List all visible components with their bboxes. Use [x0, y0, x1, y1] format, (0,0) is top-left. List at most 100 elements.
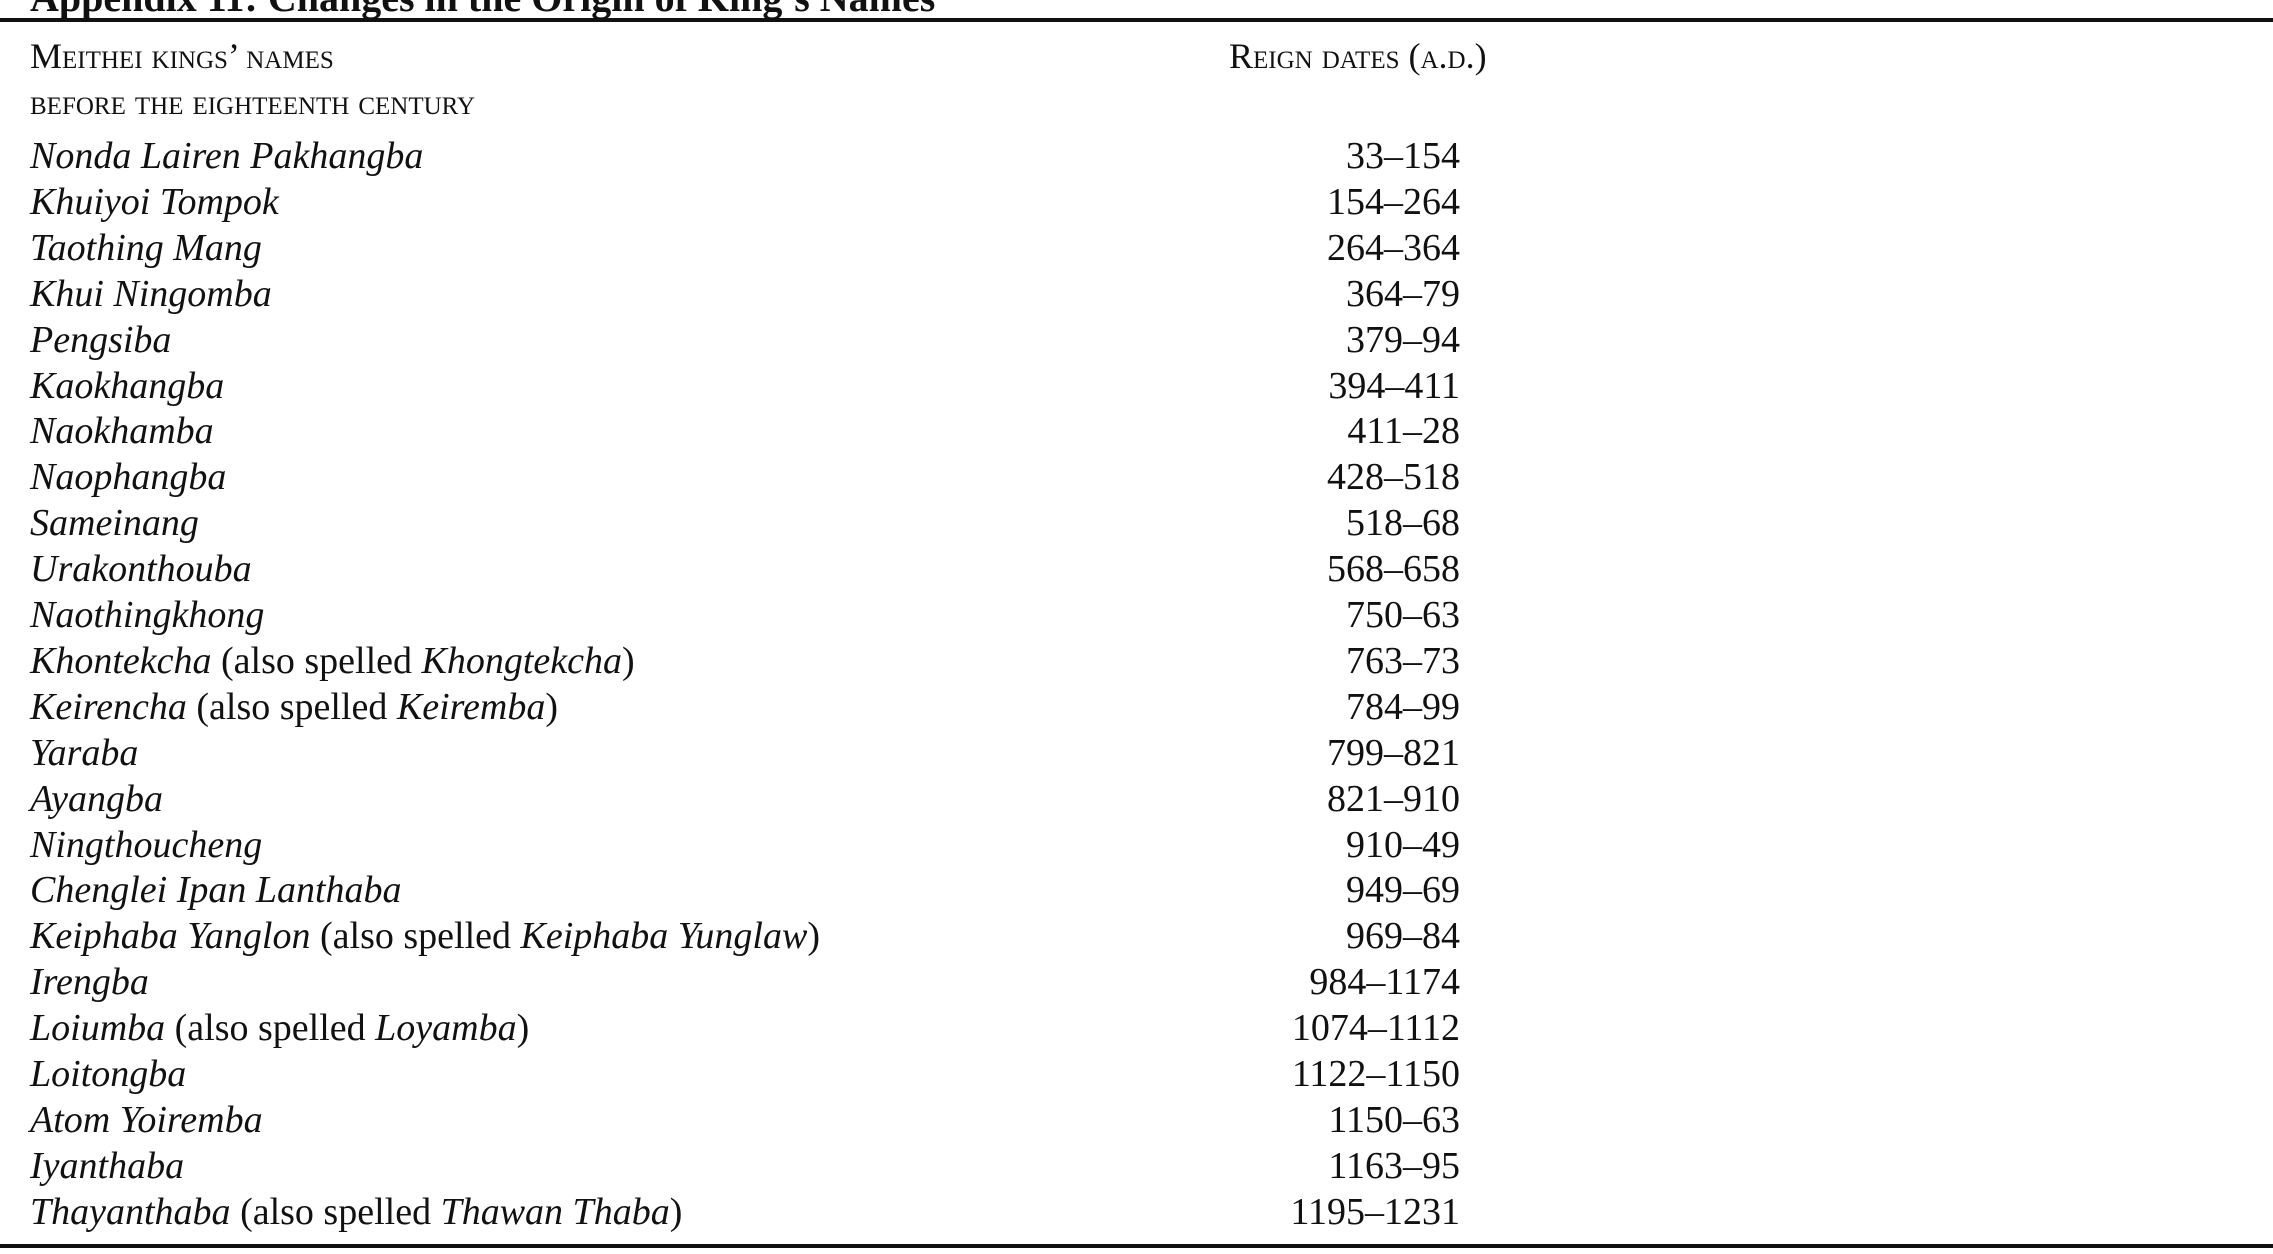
- column-subheader: before the eighteenth century: [30, 82, 476, 122]
- reign-dates: 428–518: [1327, 456, 1460, 499]
- name-part: Khui Ningomba: [30, 272, 272, 315]
- name-part: Nonda Lairen Pakhangba: [30, 135, 424, 177]
- king-name: Ningthoucheng: [30, 823, 262, 867]
- note-part: (also spelled: [240, 1190, 432, 1233]
- name-part: Khuiyoi Tompok: [30, 180, 279, 223]
- king-name: Atom Yoiremba: [30, 1098, 263, 1142]
- table-row: Thayanthaba (also spelled Thawan Thaba) 1…: [30, 1190, 1460, 1234]
- name-part: Thayanthaba: [30, 1190, 231, 1233]
- name-part: Ayangba: [30, 777, 163, 820]
- name-part: Loiumba: [30, 1007, 166, 1050]
- table-row: Kaokhangba 394–411: [30, 364, 1460, 408]
- table-row: Atom Yoiremba 1150–63: [30, 1098, 1460, 1142]
- name-part: Naokhamba: [30, 410, 214, 453]
- name-part: Naothingkhong: [30, 594, 265, 636]
- reign-dates: 799–821: [1327, 731, 1460, 774]
- table-row: Loitongba 1122–1150: [30, 1052, 1460, 1096]
- note-part: ): [516, 1007, 530, 1050]
- table-row: Naokhamba 411–28: [30, 409, 1460, 453]
- table-row: Loiumba (also spelled Loyamba) 1074–1112: [30, 1006, 1460, 1050]
- table-row: Keiphaba Yanglon (also spelled Keiphaba …: [30, 914, 1460, 958]
- name-part: Keirencha: [30, 685, 187, 728]
- table-row: Ningthoucheng 910–49: [30, 823, 1460, 867]
- reign-dates: 154–264: [1327, 180, 1460, 223]
- table-row: Khui Ningomba 364–79: [30, 272, 1460, 316]
- king-name: Iyanthaba: [30, 1144, 184, 1188]
- reign-dates: 949–69: [1346, 869, 1460, 912]
- reign-dates: 1122–1150: [1291, 1053, 1460, 1095]
- name-part: Thawan Thaba: [440, 1190, 670, 1233]
- reign-dates: 821–910: [1327, 777, 1460, 820]
- table-row: Nonda Lairen Pakhangba 33–154: [30, 134, 1460, 178]
- name-part: Urakonthouba: [30, 548, 252, 591]
- note-part: ): [669, 1190, 683, 1233]
- table-row: Ayangba 821–910: [30, 777, 1460, 821]
- reign-dates: 910–49: [1346, 823, 1460, 866]
- king-name: Yaraba: [30, 731, 138, 775]
- column-header: Meithei kings’ names: [30, 36, 334, 76]
- table-row: Pengsiba 379–94: [30, 318, 1460, 362]
- king-name: Urakonthouba: [30, 547, 252, 591]
- reign-dates: 33–154: [1346, 135, 1460, 177]
- name-part: Irengba: [30, 961, 149, 1004]
- table-row: Chenglei Ipan Lanthaba 949–69: [30, 868, 1460, 912]
- table-row: Yaraba 799–821: [30, 731, 1460, 775]
- king-name: Khuiyoi Tompok: [30, 180, 279, 224]
- name-part: Naophangba: [30, 456, 227, 499]
- name-part: Loyamba: [375, 1007, 517, 1050]
- name-part: Taothing Mang: [30, 226, 262, 269]
- name-part: Chenglei Ipan Lanthaba: [30, 869, 402, 912]
- reign-dates: 364–79: [1346, 272, 1460, 315]
- name-part: Yaraba: [30, 731, 139, 774]
- column-header: Reign dates (a.d.): [1229, 36, 1487, 76]
- note-part: ): [622, 639, 635, 682]
- note-part: (also spelled: [196, 685, 388, 728]
- reign-dates: 394–411: [1328, 364, 1460, 407]
- reign-dates: 1163–95: [1328, 1144, 1460, 1187]
- table-row: Naothingkhong 750–63: [30, 593, 1460, 637]
- king-name: Chenglei Ipan Lanthaba: [30, 868, 402, 912]
- table-row: Naophangba 428–518: [30, 455, 1460, 499]
- reign-dates: 750–63: [1346, 594, 1460, 636]
- king-name: Khui Ningomba: [30, 272, 272, 316]
- name-part: Keiphaba Yunglaw: [520, 915, 808, 958]
- king-name: Sameinang: [30, 501, 199, 545]
- table-row: Keirencha (also spelled Keiremba) 784–99: [30, 685, 1460, 729]
- name-part: Iyanthaba: [30, 1144, 185, 1187]
- table-row: Irengba 984–1174: [30, 960, 1460, 1004]
- king-name: Naophangba: [30, 455, 226, 499]
- king-name: Loiumba (also spelled Loyamba): [30, 1006, 529, 1050]
- reign-dates: 1074–1112: [1291, 1007, 1460, 1050]
- title: Appendix 11: Changes in the Origin of Ki…: [30, 0, 935, 18]
- reign-dates: 379–94: [1346, 318, 1460, 361]
- king-name: Taothing Mang: [30, 226, 262, 270]
- name-part: Ningthoucheng: [30, 823, 263, 866]
- note-part: ): [545, 685, 559, 728]
- reign-dates: 784–99: [1346, 685, 1460, 728]
- reign-dates: 518–68: [1346, 502, 1460, 545]
- king-name: Nonda Lairen Pakhangba: [30, 134, 423, 178]
- name-part: Keiphaba Yanglon: [30, 915, 311, 958]
- name-part: Khontekcha: [30, 639, 212, 682]
- reign-dates: 264–364: [1327, 226, 1460, 269]
- king-name: Thayanthaba (also spelled Thawan Thaba): [30, 1190, 682, 1234]
- reign-dates: 969–84: [1346, 915, 1460, 958]
- note-part: (also spelled: [319, 915, 511, 958]
- reign-dates: 984–1174: [1309, 961, 1460, 1004]
- name-part: Keiremba: [396, 685, 546, 728]
- table-row: Khuiyoi Tompok 154–264: [30, 180, 1460, 224]
- king-name: Irengba: [30, 960, 149, 1004]
- reign-dates: 763–73: [1346, 639, 1460, 682]
- table-row: Urakonthouba 568–658: [30, 547, 1460, 591]
- king-name: Naokhamba: [30, 409, 214, 453]
- table-row: Sameinang 518–68: [30, 501, 1460, 545]
- bottom-rule: [0, 1244, 2273, 1248]
- reign-dates: 1150–63: [1328, 1098, 1460, 1141]
- reign-dates: 568–658: [1327, 548, 1460, 591]
- note-part: ): [807, 915, 820, 958]
- note-part: (also spelled: [221, 639, 413, 682]
- king-name: Kaokhangba: [30, 364, 224, 408]
- king-name: Keirencha (also spelled Keiremba): [30, 685, 558, 729]
- king-name: Naothingkhong: [30, 593, 264, 637]
- name-part: Atom Yoiremba: [30, 1098, 263, 1141]
